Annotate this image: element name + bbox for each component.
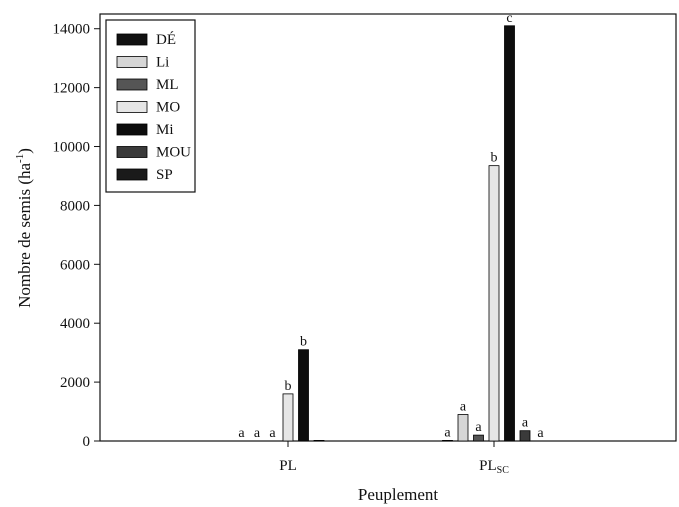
letter-Mi-0: b (300, 335, 307, 350)
x-tick-label-main-0: PL (279, 458, 297, 474)
bars-group (282, 25, 531, 442)
y-axis-label-main: Nombre de semis (ha (15, 163, 34, 308)
legend-label-MO: MO (156, 100, 180, 116)
legend-swatch-Li (116, 56, 148, 68)
letter-DÉ-0: a (238, 426, 245, 441)
legend-label-Li: Li (156, 55, 169, 71)
legend-label-Mi: Mi (156, 122, 174, 138)
bar-Li-1 (457, 414, 469, 442)
y-axis: 0 2000 4000 6000 8000 10000 12000 14000 (53, 22, 100, 450)
letter-ML-0: a (269, 426, 276, 441)
legend-swatch-ML (116, 78, 148, 91)
x-axis: PL PLSC (279, 441, 509, 476)
x-axis-label: Peuplement (358, 485, 439, 504)
bar-Mi-1 (504, 25, 515, 442)
y-axis-label-superscript: -1 (14, 154, 26, 163)
plot-border (99, 13, 677, 442)
bar-ML-1 (473, 434, 484, 442)
y-tick-label-0: 0 (83, 434, 91, 450)
x-tick-label-1: PLSC (479, 458, 509, 476)
legend-swatch-Mi (116, 123, 148, 136)
y-tick-label-4: 8000 (60, 198, 90, 214)
letter-SP-1: a (537, 426, 544, 441)
letter-ML-1: a (475, 420, 482, 435)
legend-swatch-SP (116, 168, 148, 181)
y-tick-label-7: 14000 (53, 22, 91, 38)
x-tick-label-main-1: PL (479, 458, 497, 474)
plot-frame (99, 13, 677, 442)
x-tick-label-sub-1: SC (497, 465, 510, 476)
y-tick-label-3: 6000 (60, 257, 90, 273)
bar-MOU-1 (519, 430, 531, 442)
y-axis-label-close: ) (15, 148, 34, 154)
y-tick-label-5: 10000 (53, 140, 91, 156)
y-tick-label-6: 12000 (53, 81, 91, 97)
legend-swatch-DÉ (116, 33, 148, 46)
legend-label-ML: ML (156, 77, 179, 93)
letter-Li-1: a (460, 399, 467, 414)
letter-Li-0: a (254, 426, 261, 441)
letter-MO-0: b (285, 379, 292, 394)
letter-DÉ-1: a (444, 425, 451, 440)
legend-label-SP: SP (156, 167, 173, 183)
letter-MOU-1: a (522, 416, 529, 431)
bar-MOU-0 (313, 440, 325, 442)
y-axis-label: Nombre de semis (ha-1) (14, 148, 34, 308)
legend: DÉ Li ML MO Mi MOU SP (105, 19, 196, 193)
bar-Mi-0 (298, 349, 309, 442)
legend-label-DÉ: DÉ (156, 31, 176, 48)
legend-label-MOU: MOU (156, 145, 191, 161)
bar-MO-1 (488, 165, 500, 442)
letter-Mi-1: c (506, 11, 512, 26)
bar-MO-0 (282, 393, 294, 442)
legend-swatch-MOU (116, 146, 148, 158)
legend-swatch-MO (116, 101, 148, 113)
y-tick-label-1: 2000 (60, 375, 90, 391)
y-tick-label-2: 4000 (60, 316, 90, 332)
letter-MO-1: b (491, 151, 498, 166)
bar-DÉ-1 (442, 440, 453, 442)
x-tick-label-0: PL (279, 458, 297, 474)
